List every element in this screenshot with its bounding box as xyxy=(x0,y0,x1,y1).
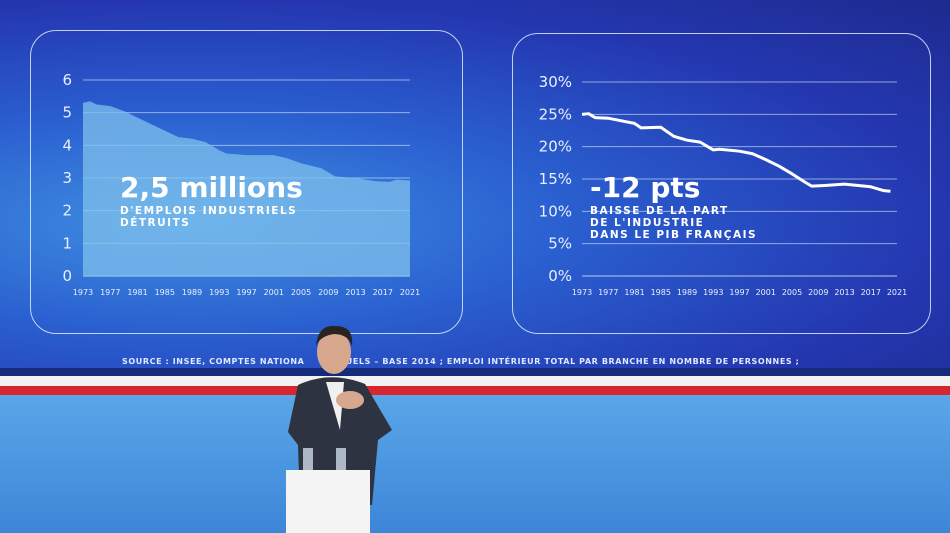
x-tick-label: 1993 xyxy=(703,288,723,297)
y-tick-label: 6 xyxy=(62,71,72,89)
x-tick-label: 1989 xyxy=(677,288,697,297)
water-glass xyxy=(336,448,346,470)
right-chart-panel xyxy=(512,33,931,334)
annotation-subtitle: DANS LE PIB FRANÇAIS xyxy=(590,229,757,241)
speaker-head xyxy=(317,330,351,374)
y-tick-label: 3 xyxy=(62,169,72,187)
water-glass xyxy=(303,448,313,470)
x-tick-label: 2017 xyxy=(861,288,881,297)
x-tick-label: 1997 xyxy=(236,288,256,297)
speaker-hair xyxy=(316,325,353,346)
flag-white-strip xyxy=(0,376,950,386)
y-tick-label: 0% xyxy=(548,267,572,285)
y-tick-label: 30% xyxy=(539,73,572,91)
x-tick-label: 1977 xyxy=(598,288,618,297)
y-tick-label: 2 xyxy=(62,202,72,220)
lower-screen xyxy=(0,395,950,533)
x-tick-label: 2005 xyxy=(291,288,311,297)
left-chart-panel xyxy=(30,30,463,334)
flag-red-strip xyxy=(0,386,950,395)
x-tick-label: 2021 xyxy=(400,288,420,297)
annotation-subtitle: DE L'INDUSTRIE xyxy=(590,217,704,229)
annotation-subtitle: D'EMPLOIS INDUSTRIELS xyxy=(120,205,297,217)
area-series xyxy=(83,101,410,276)
y-tick-label: 20% xyxy=(539,138,572,156)
y-tick-label: 15% xyxy=(539,170,572,188)
y-tick-label: 1 xyxy=(62,234,72,252)
stage-strip xyxy=(0,368,950,376)
y-tick-label: 4 xyxy=(62,136,72,154)
line-series xyxy=(581,112,891,193)
annotation-headline: -12 pts xyxy=(590,171,700,204)
x-tick-label: 2001 xyxy=(264,288,284,297)
x-tick-label: 2001 xyxy=(756,288,776,297)
annotation-headline: 2,5 millions xyxy=(120,171,303,204)
y-tick-label: 25% xyxy=(539,105,572,123)
x-tick-label: 1985 xyxy=(155,288,175,297)
x-tick-label: 1973 xyxy=(73,288,93,297)
x-tick-label: 2009 xyxy=(808,288,828,297)
source-text-right: NUELS – BASE 2014 ; EMPLOI INTÉRIEUR TOT… xyxy=(338,357,800,366)
x-tick-label: 2009 xyxy=(318,288,338,297)
x-tick-label: 1981 xyxy=(127,288,147,297)
y-tick-label: 5 xyxy=(62,104,72,122)
y-tick-label: 5% xyxy=(548,235,572,253)
x-tick-label: 1985 xyxy=(651,288,671,297)
x-tick-label: 1993 xyxy=(209,288,229,297)
source-note: SOURCE : INSEE, COMPTES NATIONA NUELS – B… xyxy=(122,357,799,366)
annotation-subtitle: DÉTRUITS xyxy=(120,216,190,229)
x-tick-label: 2017 xyxy=(373,288,393,297)
x-tick-label: 1997 xyxy=(729,288,749,297)
annotation-subtitle: BAISSE DE LA PART xyxy=(590,205,729,217)
x-tick-label: 2005 xyxy=(782,288,802,297)
charts-svg: 0 1 2 3 4 5 6 1973 1977 1981 1985 1989 1993 1997 2001 2… xyxy=(62,71,907,297)
speaker-hands xyxy=(336,391,364,409)
y-tick-label: 10% xyxy=(539,202,572,220)
x-tick-label: 2021 xyxy=(887,288,907,297)
x-tick-label: 2013 xyxy=(345,288,365,297)
y-tick-label: 0 xyxy=(62,267,72,285)
x-tick-label: 2013 xyxy=(834,288,854,297)
x-tick-label: 1989 xyxy=(182,288,202,297)
x-tick-label: 1977 xyxy=(100,288,120,297)
x-tick-label: 1981 xyxy=(624,288,644,297)
podium xyxy=(286,470,370,533)
speaker-shirt xyxy=(326,382,344,430)
x-tick-label: 1973 xyxy=(572,288,592,297)
source-text-left: SOURCE : INSEE, COMPTES NATIONA xyxy=(122,357,305,366)
